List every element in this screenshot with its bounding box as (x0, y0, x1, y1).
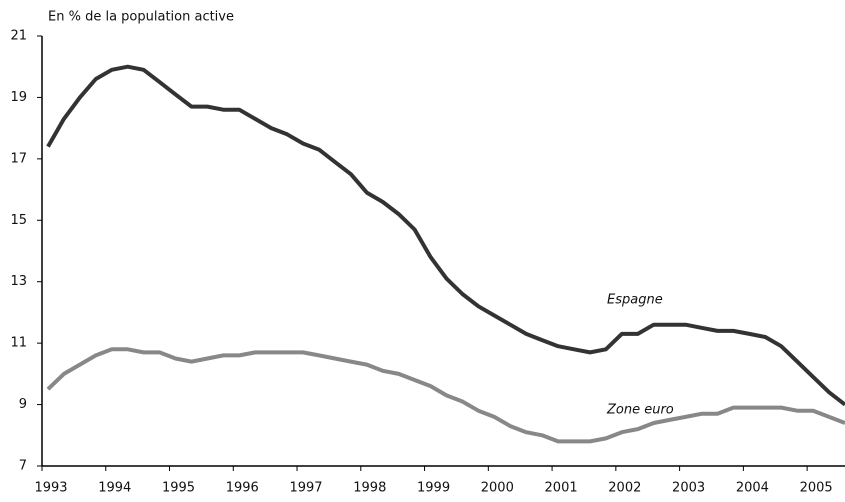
x-tick-label: 2001 (545, 481, 578, 496)
y-tick-label: 19 (10, 90, 27, 105)
y-tick-label: 13 (10, 274, 27, 289)
x-tick-label: 2004 (736, 481, 769, 496)
series-label: Espagne (607, 293, 663, 308)
x-tick-label: 1995 (162, 481, 195, 496)
x-tick-label: 1997 (289, 481, 322, 496)
x-tick-label: 1999 (417, 481, 450, 496)
y-tick-label: 7 (19, 459, 27, 474)
x-tick-label: 2000 (481, 481, 514, 496)
x-tick-label: 2002 (608, 481, 641, 496)
x-tick-label: 1993 (34, 481, 67, 496)
y-tick-label: 21 (10, 29, 27, 44)
y-tick-label: 9 (19, 397, 27, 412)
series-line (46, 347, 845, 444)
x-tick-label: 1994 (98, 481, 131, 496)
x-tick-label: 1998 (353, 481, 386, 496)
y-tick-label: 17 (10, 151, 27, 166)
series-label: Zone euro (606, 403, 674, 418)
series-line (46, 64, 845, 407)
y-tick-label: 15 (10, 213, 27, 228)
x-tick-label: 2005 (800, 481, 833, 496)
x-tick-label: 2003 (672, 481, 705, 496)
y-tick-label: 11 (10, 336, 27, 351)
x-tick-label: 1996 (226, 481, 259, 496)
y-axis-label: En % de la population active (48, 10, 234, 25)
